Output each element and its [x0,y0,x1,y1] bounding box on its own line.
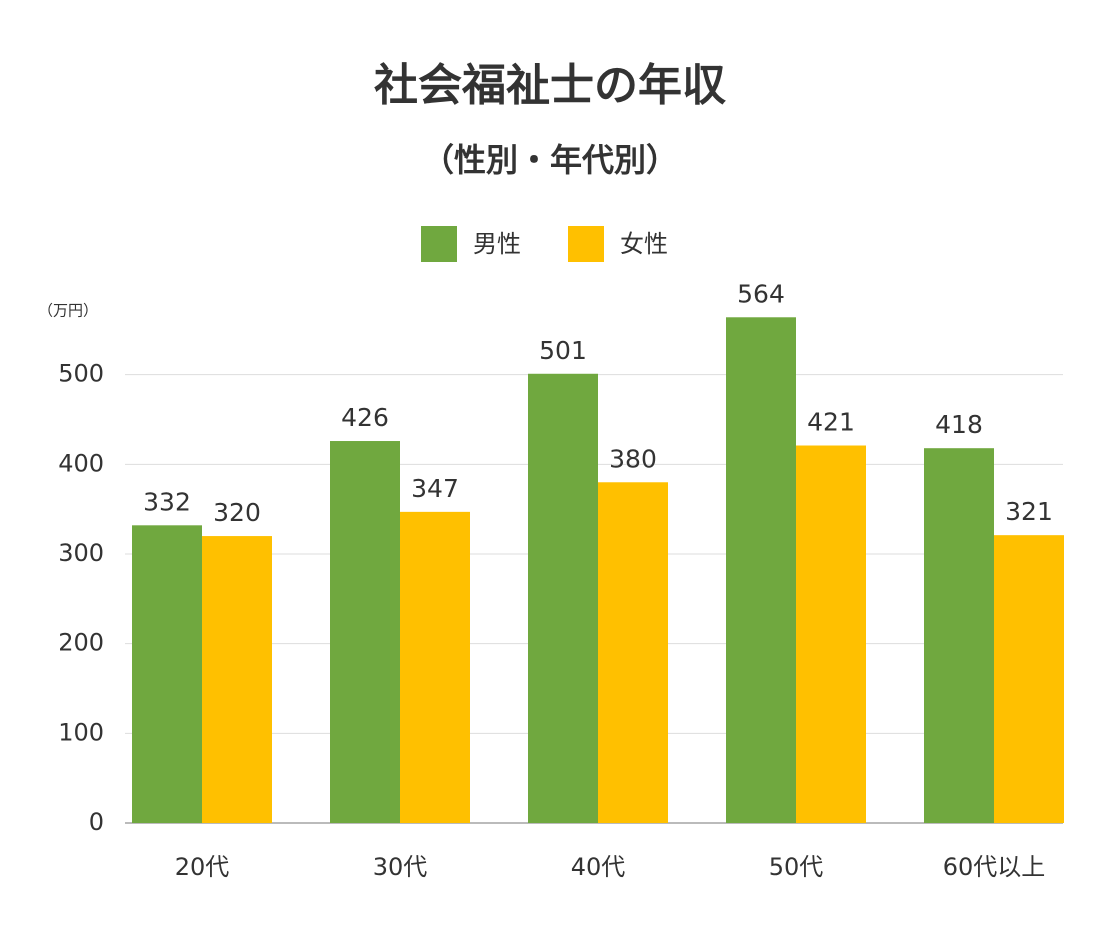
chart-title: 社会福祉士の年収 [374,60,726,111]
bar [726,317,796,823]
x-tick-label: 30代 [373,853,428,881]
data-label: 332 [143,487,191,516]
data-label: 380 [609,444,657,473]
bar [132,525,202,823]
bar [202,536,272,823]
chart-subtitle: （性別・年代別） [422,141,678,179]
y-tick-label: 100 [58,718,104,746]
data-label: 418 [935,410,983,439]
x-tick-label: 60代以上 [943,853,1046,881]
bar [330,441,400,823]
legend-label: 女性 [620,230,668,258]
data-label: 421 [807,408,855,437]
y-tick-label: 500 [58,360,104,388]
legend-label: 男性 [473,230,521,258]
data-label: 320 [213,498,261,527]
y-tick-label: 300 [58,539,104,567]
legend-swatch [568,226,604,262]
x-tick-label: 20代 [175,853,230,881]
x-tick-label: 40代 [571,853,626,881]
data-label: 321 [1005,497,1053,526]
y-tick-label: 400 [58,449,104,477]
legend-swatch [421,226,457,262]
bar [528,373,598,823]
data-label: 501 [539,336,587,365]
data-label: 426 [341,403,389,432]
data-label: 564 [737,279,785,308]
y-tick-label: 200 [58,629,104,657]
y-axis-label: （万円） [38,302,98,320]
y-tick-label: 0 [89,808,104,836]
bar [796,445,866,823]
bar [400,511,470,823]
data-label: 347 [411,474,459,503]
bar [598,482,668,823]
bar [924,448,994,823]
x-tick-label: 50代 [769,853,824,881]
bar [994,535,1064,823]
